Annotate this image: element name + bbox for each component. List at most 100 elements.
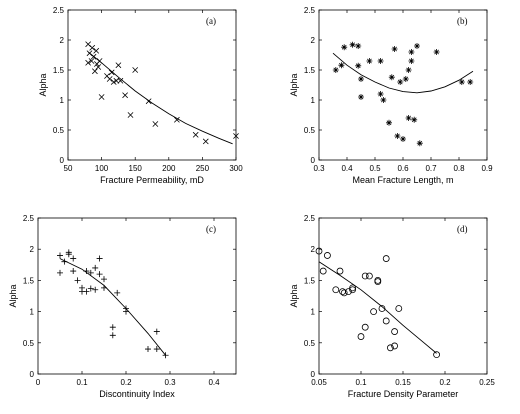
data-point [83, 268, 90, 275]
x-tick-label: 0.5 [369, 164, 381, 173]
data-point [374, 278, 382, 286]
data-point [332, 67, 339, 73]
y-tick-label: 2 [311, 245, 316, 254]
data-point [405, 67, 412, 73]
data-point [96, 58, 103, 64]
y-tick-label: 2.5 [23, 214, 35, 223]
data-point [106, 76, 113, 82]
data-point [361, 272, 369, 280]
data-point [358, 76, 364, 82]
y-tick-label: 1 [30, 308, 35, 317]
data-point [391, 46, 398, 52]
panel-label: (d) [457, 224, 468, 234]
data-point [85, 59, 92, 66]
fit-curve [87, 51, 233, 145]
data-point [109, 332, 116, 339]
data-point [57, 269, 63, 276]
data-point [109, 324, 116, 331]
data-point [83, 288, 90, 295]
y-tick-label: 0 [311, 370, 316, 379]
y-tick-label: 1.5 [304, 276, 316, 285]
data-point [101, 284, 107, 291]
plot-frame [67, 9, 237, 161]
x-tick-label: 0.05 [311, 378, 327, 387]
fit-curve [332, 52, 474, 94]
data-point [386, 119, 392, 126]
x-tick-label: 0.25 [479, 378, 495, 387]
data-point [408, 49, 415, 55]
data-point [315, 247, 323, 255]
data-point [70, 255, 77, 262]
data-point [411, 116, 418, 123]
data-point [361, 323, 369, 331]
data-point [127, 112, 134, 118]
data-point [173, 116, 180, 123]
y-tick-label: 0.5 [23, 339, 35, 348]
data-point [458, 79, 465, 85]
y-tick-label: 1 [60, 96, 65, 105]
data-point [323, 252, 331, 259]
chart-panel-d: 0.05 0.1 0.15 0.2 0.25 0 0.5 1 1.5 2 2.5 Fracture D… [289, 214, 495, 399]
x-tick-label: 200 [162, 164, 176, 173]
data-point [349, 284, 357, 292]
chart-panel-a: 50 100 150 200 250 300 0 0.5 1 1.5 2 2.5 Fracture Pe… [38, 6, 243, 185]
data-point [370, 308, 378, 316]
data-point [414, 43, 420, 49]
data-point [202, 138, 209, 145]
x-axis-label: Discontinuity Index [99, 389, 175, 399]
y-tick-label: 0.5 [53, 126, 65, 135]
y-tick-label: 2 [311, 36, 316, 45]
data-point [92, 286, 99, 293]
data-point [117, 77, 124, 84]
data-point [57, 252, 63, 259]
data-point [96, 255, 103, 262]
data-point [89, 44, 96, 51]
data-point [397, 79, 404, 85]
data-point [400, 136, 406, 142]
y-tick-label: 1.5 [53, 66, 65, 75]
data-point [108, 69, 115, 76]
data-point [152, 121, 159, 127]
data-point [153, 346, 160, 353]
y-axis-label: Alpha [289, 73, 299, 96]
data-point [380, 97, 387, 103]
data-point [357, 333, 365, 340]
data-point [344, 288, 352, 296]
data-point [87, 269, 94, 276]
data-point [416, 140, 423, 147]
data-point [341, 44, 348, 51]
data-point [365, 272, 373, 280]
x-tick-label: 0.1 [355, 378, 367, 387]
data-point [153, 328, 160, 335]
data-point [92, 264, 99, 271]
x-tick-label: 50 [64, 164, 73, 173]
x-tick-label: 0.4 [341, 164, 353, 173]
data-point [74, 277, 81, 284]
data-point [391, 342, 399, 350]
x-axis-label: Fracture Density Parameter [348, 389, 459, 399]
data-point [115, 62, 122, 69]
data-point [395, 305, 403, 312]
x-axis-label: Fracture Permeability, mD [100, 175, 204, 185]
data-point [95, 64, 102, 70]
y-axis-label: Alpha [8, 284, 18, 307]
x-axis-label: Mean Fracture Length, m [352, 175, 453, 185]
data-point [382, 255, 390, 262]
data-point [162, 352, 169, 359]
data-point [349, 41, 356, 48]
data-point [114, 289, 121, 296]
x-tick-label: 0.3 [313, 164, 325, 173]
y-tick-label: 2 [30, 245, 35, 254]
x-tick-label: 0.6 [397, 164, 409, 173]
data-point [378, 305, 386, 312]
y-tick-label: 0 [60, 156, 65, 165]
data-point [408, 58, 415, 64]
data-point [405, 115, 412, 121]
x-tick-label: 100 [95, 164, 109, 173]
y-axis-label: Alpha [289, 284, 299, 307]
data-point [402, 76, 409, 82]
x-tick-label: 250 [196, 164, 210, 173]
panel-label: (b) [457, 16, 468, 26]
data-point [132, 67, 139, 73]
